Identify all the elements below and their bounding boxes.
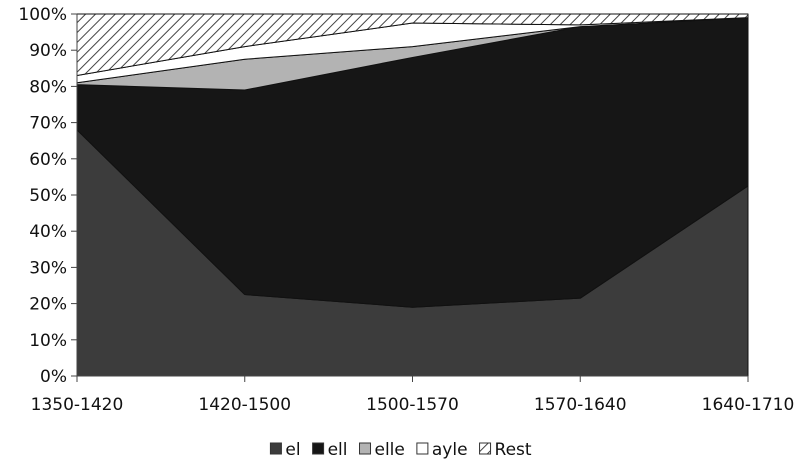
legend-label-ayle: ayle	[432, 440, 468, 460]
x-tick-label: 1350-1420	[31, 395, 124, 415]
series-areas	[76, 13, 749, 377]
x-tick-label: 1500-1570	[366, 395, 459, 415]
legend-label-ell: ell	[328, 440, 348, 460]
legend-swatch-elle	[359, 442, 372, 455]
y-tick-label: 40%	[29, 222, 67, 242]
legend: el ell elle ayle Rest	[269, 440, 532, 460]
legend-swatch-ayle	[416, 442, 429, 455]
legend-swatch-rest	[479, 442, 492, 455]
legend-swatch-ell	[312, 442, 325, 455]
y-tick-label: 60%	[29, 150, 67, 170]
legend-swatch-el	[269, 442, 282, 455]
legend-label-el: el	[285, 440, 300, 460]
x-tick-label: 1420-1500	[198, 395, 291, 415]
legend-label-rest: Rest	[495, 440, 532, 460]
x-axis: 1350-1420 1420-1500 1500-1570 1570-1640 1640…	[31, 375, 795, 415]
y-tick-label: 20%	[29, 295, 67, 315]
x-tick-label: 1570-1640	[534, 395, 627, 415]
y-tick-label: 50%	[29, 186, 67, 206]
y-tick-label: 80%	[29, 77, 67, 97]
y-axis: 0% 10% 20% 30% 40% 50% 60% 70% 80% 90% 100%	[18, 5, 78, 387]
y-tick-label: 30%	[29, 258, 67, 278]
series-area-rest	[76, 13, 749, 77]
y-tick-label: 10%	[29, 331, 67, 351]
y-tick-label: 100%	[18, 5, 67, 25]
x-tick-label: 1640-1710	[702, 395, 795, 415]
y-tick-label: 70%	[29, 114, 67, 134]
legend-label-elle: elle	[375, 440, 405, 460]
y-tick-label: 90%	[29, 41, 67, 61]
y-tick-label: 0%	[40, 367, 67, 387]
